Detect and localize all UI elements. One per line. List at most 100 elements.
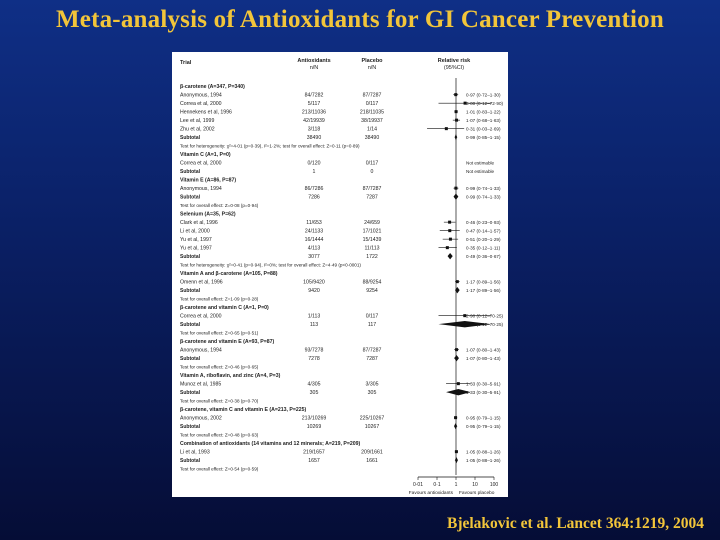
header-treatment-unit: n/N	[310, 65, 319, 71]
row-control-value: 24/659	[364, 220, 380, 226]
row-effect-value: 2·90 (0·12–70·25)	[466, 313, 503, 318]
row-control-value: 11/113	[364, 245, 379, 251]
row-group-label: Vitamin E (A=86, P=87)	[180, 177, 236, 183]
row-effect-value: 0·47 (0·14–1·57)	[466, 228, 501, 233]
row-subtotal-label: Subtotal	[180, 322, 201, 328]
header-treatment: Antioxidants	[297, 58, 330, 64]
row-treatment-value: 219/1657	[303, 449, 325, 455]
row-control-value: 7287	[366, 356, 378, 362]
row-effect-value: 0·99 (0·74–1·33)	[466, 186, 501, 191]
header-control-unit: n/N	[368, 65, 377, 71]
row-control-value: 87/7287	[363, 347, 382, 353]
citation: Bjelakovic et al. Lancet 364:1219, 2004	[446, 515, 704, 532]
point-estimate-mark	[444, 127, 448, 131]
row-treatment-value: 38490	[307, 135, 322, 141]
row-subtotal-label: Subtotal	[180, 135, 201, 141]
row-treatment-value: 0/120	[308, 160, 321, 166]
point-estimate-mark	[455, 348, 459, 352]
subtotal-diamond-mark	[438, 320, 492, 328]
row-study-label: Li et al, 2000	[180, 228, 210, 234]
row-effect-value: 0·95 (0·79–1·15)	[466, 424, 501, 429]
row-subtotal-label: Subtotal	[180, 254, 201, 260]
subtotal-diamond-mark	[453, 193, 459, 200]
row-control-value: 1/14	[367, 126, 377, 132]
row-study-label: Correa et al, 2000	[180, 313, 222, 319]
point-estimate-mark	[448, 220, 452, 224]
row-study-label: Clark et al, 1996	[180, 220, 218, 226]
row-control-value: 117	[368, 322, 376, 328]
row-subtotal-label: Subtotal	[180, 169, 201, 175]
row-subtotal-label: Subtotal	[180, 390, 201, 396]
row-subtotal-label: Subtotal	[180, 288, 201, 294]
row-treatment-value: 16/1444	[305, 237, 324, 243]
row-group-label: β-carotene, vitamin C and vitamin E (A=2…	[180, 407, 307, 413]
row-control-value: 0/117	[366, 160, 379, 166]
subtotal-diamond-mark	[454, 422, 458, 430]
point-estimate-mark	[445, 246, 449, 250]
row-effect-value: 1·07 (0·80–1·43)	[466, 347, 501, 352]
row-control-value: 1722	[366, 254, 378, 260]
row-control-value: 225/10267	[360, 415, 385, 421]
row-effect-value: 0·49 (0·36–0·67)	[466, 254, 501, 259]
row-effect-value: 0·51 (0·20–1·29)	[466, 237, 501, 242]
row-study-label: Correa et al, 2000	[180, 160, 222, 166]
row-control-value: 0	[371, 169, 374, 175]
x-label-left: Favours antioxidants	[409, 490, 454, 496]
header-control: Placebo	[361, 58, 383, 64]
row-test-label: Test for overall effect: Z=0·65 (p=0·51)	[180, 330, 259, 335]
row-effect-value: 1·33 (0·30–5·91)	[466, 381, 501, 386]
row-study-label: Anonymous, 1994	[180, 347, 222, 353]
subtotal-diamond-mark	[454, 133, 458, 141]
row-group-label: Selenium (A=35, P=62)	[180, 211, 236, 217]
row-subtotal-label: Subtotal	[180, 458, 201, 464]
row-group-label: β-carotene and vitamin E (A=93, P=87)	[180, 339, 275, 345]
row-treatment-value: 105/9420	[303, 279, 325, 285]
point-estimate-mark	[463, 101, 467, 105]
row-control-value: 15/1439	[363, 237, 382, 243]
row-study-label: Lee et al, 1999	[180, 118, 214, 124]
header-effect: Relative risk	[438, 58, 471, 64]
point-estimate-mark	[456, 382, 460, 386]
row-control-value: 87/7287	[363, 92, 382, 98]
row-study-label: Yu et al, 1997	[180, 245, 212, 251]
row-control-value: 10267	[365, 424, 380, 430]
x-tick-label: 1	[455, 482, 458, 488]
point-estimate-mark	[455, 280, 459, 284]
row-treatment-value: 213/10269	[302, 415, 327, 421]
row-treatment-value: 3077	[308, 254, 320, 260]
row-treatment-value: 213/11036	[302, 109, 326, 115]
row-effect-value: 1·17 (0·89–1·56)	[466, 279, 501, 284]
row-effect-value: 0·99 (0·85–1·15)	[466, 135, 501, 140]
row-test-label: Test for overall effect: Z=0·38 (p=0·70)	[180, 398, 259, 403]
row-control-value: 0/117	[366, 101, 379, 107]
row-treatment-value: 3/118	[308, 126, 321, 132]
row-control-value: 9254	[366, 288, 378, 294]
row-treatment-value: 4/113	[308, 245, 321, 251]
row-control-value: 209/1661	[361, 449, 383, 455]
row-group-label: Vitamin C (A=1, P=0)	[180, 152, 231, 158]
row-control-value: 38/19937	[361, 118, 383, 124]
point-estimate-mark	[454, 93, 458, 97]
row-study-label: Anonymous, 1994	[180, 92, 222, 98]
x-tick-label: 100	[490, 482, 499, 488]
subtotal-diamond-mark	[454, 456, 458, 464]
subtotal-diamond-mark	[447, 252, 453, 260]
slide-title: Meta-analysis of Antioxidants for GI Can…	[55, 6, 664, 33]
x-tick-label: 0·01	[413, 482, 423, 488]
row-treatment-value: 305	[310, 390, 319, 396]
row-group-label: Vitamin A, riboflavin, and zinc (A=4, P=…	[180, 373, 281, 379]
row-treatment-value: 7286	[308, 194, 320, 200]
row-treatment-value: 93/7278	[305, 347, 324, 353]
row-control-value: 0/117	[366, 313, 379, 319]
row-study-label: Hennekens et al, 1996	[180, 109, 232, 115]
row-subtotal-label: Subtotal	[180, 356, 201, 362]
subtotal-diamond-mark	[455, 286, 460, 294]
row-treatment-value: 1	[313, 169, 316, 175]
row-effect-value: 1·01 (0·83–1·22)	[466, 109, 501, 114]
x-tick-label: 10	[472, 482, 478, 488]
row-effect-value: Not estimable	[466, 169, 495, 174]
row-effect-value: 0·99 (0·74–1·33)	[466, 194, 501, 199]
row-test-label: Test for overall effect: Z=1·09 (p=0·28)	[180, 296, 259, 301]
row-control-value: 305	[368, 390, 377, 396]
